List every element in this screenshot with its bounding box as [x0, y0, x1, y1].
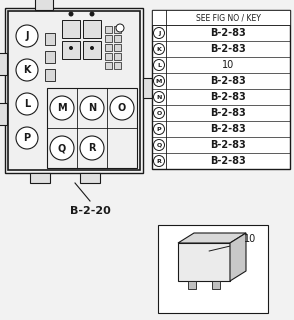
Circle shape	[153, 76, 165, 86]
Bar	[80, 173, 100, 183]
Circle shape	[16, 59, 38, 81]
Bar	[158, 225, 268, 313]
Text: B-2-83: B-2-83	[210, 156, 246, 166]
Circle shape	[50, 96, 74, 120]
Bar	[105, 62, 112, 69]
Bar	[152, 10, 290, 169]
Bar	[114, 35, 121, 42]
Polygon shape	[230, 233, 246, 281]
Text: B-2-83: B-2-83	[210, 108, 246, 118]
Circle shape	[90, 46, 94, 50]
Circle shape	[153, 108, 165, 118]
Circle shape	[80, 96, 104, 120]
Circle shape	[89, 12, 94, 17]
Bar	[45, 33, 55, 45]
Text: P: P	[157, 126, 161, 132]
Text: M: M	[156, 78, 162, 84]
Text: J: J	[158, 30, 160, 36]
Bar	[0, 53, 7, 75]
Bar	[0, 103, 7, 125]
Bar	[114, 62, 121, 69]
Text: N: N	[88, 103, 96, 113]
Circle shape	[153, 140, 165, 150]
Text: B-2-83: B-2-83	[210, 76, 246, 86]
Text: O: O	[156, 110, 162, 116]
Circle shape	[69, 46, 73, 50]
Text: B-2-83: B-2-83	[210, 140, 246, 150]
Text: 10: 10	[244, 234, 256, 244]
Circle shape	[16, 127, 38, 149]
Bar	[83, 41, 101, 59]
Text: L: L	[24, 99, 30, 109]
Text: 10: 10	[222, 60, 234, 70]
Bar	[8, 11, 140, 170]
Circle shape	[153, 44, 165, 54]
Bar	[178, 243, 230, 281]
Bar	[62, 41, 80, 59]
Bar	[35, 0, 53, 10]
Text: N: N	[156, 94, 162, 100]
Text: B-2-83: B-2-83	[210, 44, 246, 54]
Circle shape	[16, 25, 38, 47]
Circle shape	[16, 93, 38, 115]
Text: SEE FIG NO / KEY: SEE FIG NO / KEY	[196, 13, 260, 22]
Circle shape	[80, 136, 104, 160]
Bar	[47, 88, 137, 168]
Circle shape	[153, 124, 165, 134]
Text: L: L	[157, 62, 161, 68]
Circle shape	[153, 92, 165, 102]
Circle shape	[116, 24, 124, 32]
Bar	[212, 281, 220, 289]
Bar	[45, 69, 55, 81]
Text: B-2-83: B-2-83	[210, 28, 246, 38]
Bar	[114, 44, 121, 51]
Text: O: O	[118, 103, 126, 113]
Text: B-2-83: B-2-83	[210, 124, 246, 134]
Text: P: P	[24, 133, 31, 143]
Bar	[152, 10, 290, 25]
Bar	[62, 20, 80, 38]
Circle shape	[153, 28, 165, 38]
Bar	[105, 35, 112, 42]
Text: R: R	[88, 143, 96, 153]
Bar	[30, 173, 50, 183]
Bar	[114, 53, 121, 60]
Text: B-2-83: B-2-83	[210, 92, 246, 102]
Bar	[45, 51, 55, 63]
Circle shape	[50, 136, 74, 160]
Text: B-2-20: B-2-20	[70, 206, 110, 216]
Text: R: R	[157, 158, 161, 164]
Text: J: J	[25, 31, 29, 41]
Text: K: K	[157, 46, 161, 52]
Text: Q: Q	[58, 143, 66, 153]
Bar	[105, 26, 112, 33]
Text: M: M	[57, 103, 67, 113]
Bar	[83, 20, 101, 38]
Circle shape	[153, 156, 165, 166]
Circle shape	[110, 96, 134, 120]
Text: K: K	[23, 65, 31, 75]
Circle shape	[153, 60, 165, 70]
Bar	[114, 26, 121, 33]
Circle shape	[69, 12, 74, 17]
Bar	[105, 44, 112, 51]
Bar	[188, 281, 196, 289]
Bar	[143, 78, 153, 98]
Polygon shape	[178, 233, 246, 243]
Bar	[5, 8, 143, 173]
Bar	[105, 53, 112, 60]
Text: Q: Q	[156, 142, 162, 148]
